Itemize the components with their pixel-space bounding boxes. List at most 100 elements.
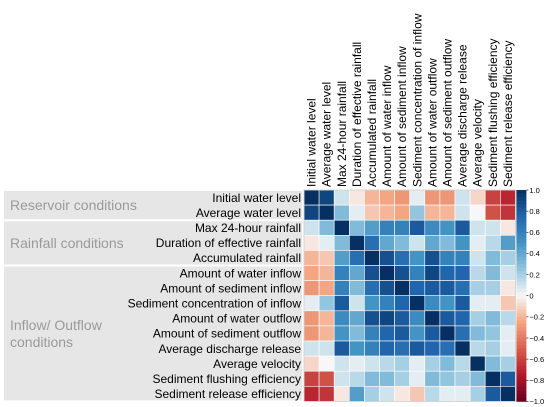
- colorbar-segment: [516, 394, 527, 399]
- colorbar-segment: [516, 211, 527, 216]
- cell-0-8: [424, 189, 441, 206]
- cell-9-11: [469, 325, 486, 342]
- column-label-4: Accumulated rainfall: [365, 79, 379, 187]
- cell-7-11: [469, 295, 486, 312]
- group-band-0: [4, 191, 302, 220]
- cell-13-4: [364, 385, 380, 402]
- cell-5-1: [318, 265, 335, 281]
- cell-3-13: [499, 235, 516, 251]
- colorbar-segment: [516, 341, 527, 346]
- colorbar: 1.0 0.8 0.6 0.4 0.2 0 −0.2 −0.4 −0.6 −0.8 −1.0: [516, 186, 544, 406]
- colorbar-tick-label-9: −0.8: [529, 376, 544, 385]
- cell-0-11: [469, 189, 486, 206]
- cell-5-11: [469, 265, 486, 281]
- cell-3-11: [469, 235, 486, 251]
- colorbar-segment: [516, 239, 527, 244]
- cell-1-5: [379, 204, 395, 221]
- cell-11-11: [469, 355, 486, 372]
- colorbar-segment: [516, 190, 527, 194]
- cell-0-13: [499, 189, 516, 206]
- colorbar-segment: [516, 359, 527, 364]
- cell-1-7: [409, 204, 426, 221]
- cell-6-1: [318, 280, 335, 297]
- cell-13-10: [454, 385, 471, 402]
- colorbar-segment: [516, 281, 527, 286]
- cell-2-13: [499, 219, 516, 236]
- cell-10-5: [379, 340, 395, 357]
- cell-12-12: [484, 370, 501, 387]
- colorbar-segment: [516, 397, 527, 402]
- cell-5-2: [333, 265, 350, 281]
- cell-1-11: [469, 204, 486, 221]
- cell-5-7: [409, 265, 426, 281]
- cell-3-2: [333, 235, 350, 251]
- cell-12-13: [499, 370, 516, 387]
- cell-3-1: [318, 235, 335, 251]
- cell-0-0: [303, 189, 320, 206]
- cell-0-1: [318, 189, 335, 206]
- cell-9-4: [364, 325, 380, 342]
- cell-2-0: [303, 219, 320, 236]
- colorbar-segment: [516, 362, 527, 367]
- cell-8-9: [439, 310, 456, 327]
- colorbar-segment: [516, 271, 527, 275]
- colorbar-tick-label-6: −0.2: [529, 313, 544, 322]
- colorbar-segment: [516, 366, 527, 371]
- cell-9-9: [439, 325, 456, 342]
- colorbar-segment: [516, 313, 527, 318]
- cell-9-2: [333, 325, 350, 342]
- cell-1-8: [424, 204, 441, 221]
- row-label-13: Sediment release efficiency: [154, 387, 301, 401]
- cell-8-6: [394, 310, 411, 327]
- cell-12-0: [303, 370, 320, 387]
- cell-2-10: [454, 219, 471, 236]
- cell-13-0: [303, 385, 320, 402]
- row-label-3: Duration of effective rainfall: [156, 236, 301, 250]
- colorbar-segment: [516, 320, 527, 325]
- cell-10-2: [333, 340, 350, 357]
- cell-5-3: [348, 265, 365, 281]
- cell-7-4: [364, 295, 380, 312]
- row-label-6: Amount of sediment inflow: [160, 281, 301, 295]
- cell-6-13: [499, 280, 516, 297]
- colorbar-segment: [516, 200, 527, 205]
- cell-10-12: [484, 340, 501, 357]
- cell-13-7: [409, 385, 426, 402]
- cell-5-4: [364, 265, 380, 281]
- colorbar-segment: [516, 316, 527, 321]
- colorbar-segment: [516, 369, 527, 374]
- column-label-5: Amount of water inflow: [380, 65, 394, 187]
- cell-6-3: [348, 280, 365, 297]
- cell-13-12: [484, 385, 501, 402]
- cell-3-10: [454, 235, 471, 251]
- cell-7-0: [303, 295, 320, 312]
- column-label-3: Duration of effective rainfall: [350, 42, 364, 187]
- cell-8-0: [303, 310, 320, 327]
- cell-11-12: [484, 355, 501, 372]
- group-label-0-line-0: Reservoir conditions: [10, 197, 137, 213]
- cell-6-12: [484, 280, 501, 297]
- cell-11-1: [318, 355, 335, 372]
- cell-7-1: [318, 295, 335, 312]
- cell-4-5: [379, 250, 395, 266]
- cell-9-10: [454, 325, 471, 342]
- cell-9-12: [484, 325, 501, 342]
- group-band-1: [4, 221, 302, 265]
- cell-4-7: [409, 250, 426, 266]
- cell-11-6: [394, 355, 411, 372]
- cell-1-1: [318, 204, 335, 221]
- colorbar-segment: [516, 302, 527, 307]
- colorbar-segment: [516, 249, 527, 254]
- colorbar-tick-label-8: −0.6: [529, 355, 544, 364]
- colorbar-segment: [516, 267, 527, 272]
- cell-1-6: [394, 204, 411, 221]
- cell-0-6: [394, 189, 411, 206]
- cell-0-7: [409, 189, 426, 206]
- cell-4-6: [394, 250, 411, 266]
- cell-10-6: [394, 340, 411, 357]
- cell-11-8: [424, 355, 441, 372]
- cell-13-8: [424, 385, 441, 402]
- cell-2-6: [394, 219, 411, 236]
